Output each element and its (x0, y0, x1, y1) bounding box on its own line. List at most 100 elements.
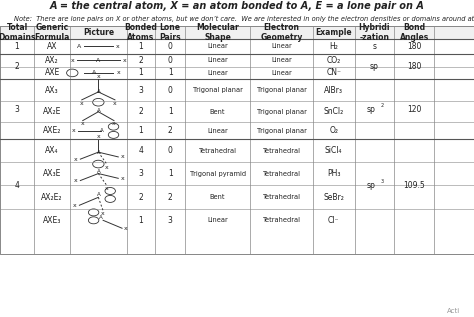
Text: 3: 3 (138, 169, 144, 178)
Text: A: A (97, 169, 100, 173)
Text: x: x (116, 44, 119, 49)
Text: A: A (99, 215, 102, 220)
Text: AX: AX (47, 42, 57, 51)
Text: 2: 2 (138, 107, 144, 116)
Text: A: A (97, 89, 100, 94)
Text: AX₄: AX₄ (46, 146, 59, 155)
Text: sp: sp (366, 105, 375, 114)
Text: Generic
Formula: Generic Formula (35, 23, 70, 42)
Text: Tetrahedral: Tetrahedral (263, 171, 301, 177)
Text: 0: 0 (168, 56, 173, 65)
Circle shape (88, 209, 99, 216)
Text: x: x (73, 203, 76, 208)
Text: Tetrahedral: Tetrahedral (199, 148, 237, 153)
Text: 1: 1 (138, 68, 144, 77)
Text: SiCl₄: SiCl₄ (325, 146, 342, 155)
Text: AXE: AXE (45, 68, 60, 77)
Text: Picture: Picture (83, 28, 114, 37)
Text: Linear: Linear (207, 70, 228, 76)
Text: x: x (74, 178, 77, 183)
Text: AlBr₃: AlBr₃ (324, 86, 343, 95)
Circle shape (108, 123, 118, 130)
Text: 2: 2 (168, 193, 173, 202)
Text: x: x (97, 134, 100, 139)
Text: Tetrahedral: Tetrahedral (263, 194, 301, 200)
Text: x: x (123, 58, 126, 63)
Text: Trigonal planar: Trigonal planar (192, 87, 243, 93)
Text: x: x (81, 121, 84, 126)
Text: 3: 3 (138, 86, 144, 95)
Text: 2: 2 (15, 62, 19, 71)
Text: AX₃: AX₃ (46, 86, 59, 95)
Text: 4: 4 (138, 146, 144, 155)
Text: 2: 2 (168, 126, 173, 135)
Text: x: x (80, 100, 83, 106)
Text: 3: 3 (15, 105, 19, 114)
Text: 1: 1 (168, 169, 173, 178)
Text: CN⁻: CN⁻ (326, 68, 341, 77)
Text: Tetrahedral: Tetrahedral (263, 148, 301, 153)
Text: Note:  There are lone pairs on X or other atoms, but we don’t care.  We are inte: Note: There are lone pairs on X or other… (14, 16, 474, 22)
Text: AX₂: AX₂ (46, 56, 59, 65)
Bar (0, 26, 474, 254)
Text: 180: 180 (407, 62, 421, 71)
Text: Trigonal planar: Trigonal planar (256, 87, 307, 93)
Text: Linear: Linear (207, 217, 228, 223)
Circle shape (88, 217, 99, 224)
Text: Linear: Linear (207, 128, 228, 134)
Text: SeBr₂: SeBr₂ (323, 193, 344, 202)
Text: 1: 1 (168, 107, 173, 116)
Text: x: x (97, 74, 100, 79)
Text: AX₃E: AX₃E (43, 169, 61, 178)
Text: 180: 180 (407, 42, 421, 51)
Text: Bond
Angles: Bond Angles (400, 23, 429, 42)
Text: 0: 0 (168, 42, 173, 51)
Text: 4: 4 (15, 181, 19, 190)
Text: Linear: Linear (271, 57, 292, 63)
Text: 1: 1 (138, 126, 144, 135)
Text: A: A (77, 44, 82, 49)
Bar (0, 26, 474, 39)
Text: x: x (101, 211, 105, 216)
Text: Bonded
Atoms: Bonded Atoms (125, 23, 157, 42)
Circle shape (92, 98, 104, 106)
Text: Bent: Bent (210, 109, 225, 115)
Text: Tetrahedral: Tetrahedral (263, 217, 301, 223)
Text: x: x (124, 226, 128, 231)
Text: 2: 2 (138, 193, 144, 202)
Text: A: A (100, 128, 104, 133)
Text: 1: 1 (15, 42, 19, 51)
Text: PH₃: PH₃ (327, 169, 340, 178)
Text: 1: 1 (168, 68, 173, 77)
Text: x: x (72, 128, 75, 133)
Text: 3: 3 (381, 179, 383, 184)
Circle shape (105, 187, 116, 194)
Text: A = the central atom, X = an atom bonded to A, E = a lone pair on A: A = the central atom, X = an atom bonded… (50, 1, 424, 11)
Text: H₂: H₂ (329, 42, 338, 51)
Text: A: A (97, 192, 100, 197)
Text: Cl⁻: Cl⁻ (328, 216, 339, 225)
Text: x: x (105, 165, 109, 170)
Circle shape (108, 131, 118, 138)
Text: A: A (91, 70, 96, 75)
Text: SnCl₂: SnCl₂ (324, 107, 344, 116)
Text: 120: 120 (407, 105, 421, 114)
Text: AXE₂: AXE₂ (43, 126, 61, 135)
Text: 3: 3 (168, 216, 173, 225)
Text: Linear: Linear (271, 43, 292, 49)
Text: Linear: Linear (271, 70, 292, 76)
Text: CO₂: CO₂ (327, 56, 341, 65)
Text: x: x (113, 100, 117, 106)
Text: Bent: Bent (210, 194, 225, 200)
Text: Example: Example (315, 28, 352, 37)
Text: Trigonal pyramid: Trigonal pyramid (190, 171, 246, 177)
Text: sp: sp (370, 62, 379, 71)
Text: 2: 2 (381, 103, 383, 108)
Text: 1: 1 (138, 42, 144, 51)
Text: O₂: O₂ (329, 126, 338, 135)
Text: 1: 1 (138, 216, 144, 225)
Text: Trigonal planar: Trigonal planar (256, 109, 307, 115)
Text: 0: 0 (168, 146, 173, 155)
Text: x: x (117, 70, 120, 75)
Text: x: x (121, 154, 125, 159)
